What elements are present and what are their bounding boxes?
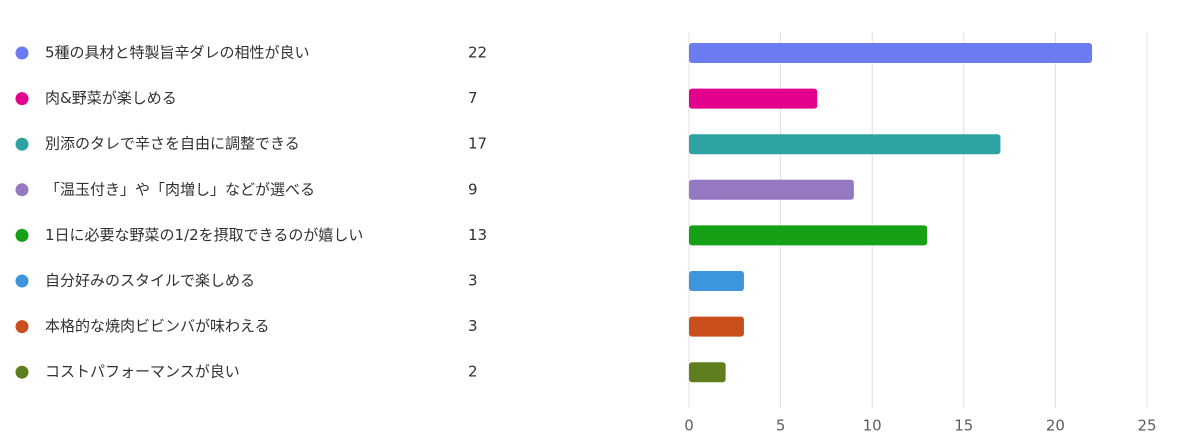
value-label: 3 <box>468 317 478 335</box>
legend-dot <box>15 365 29 379</box>
x-tick-label: 10 <box>863 417 882 435</box>
x-tick-label: 0 <box>684 417 694 435</box>
category-label: 5種の具材と特製旨辛ダレの相性が良い <box>45 44 310 62</box>
bar <box>689 88 818 109</box>
legend-dot <box>15 137 29 151</box>
category-label: 本格的な焼肉ビビンバが味わえる <box>45 317 270 335</box>
bar <box>689 316 744 337</box>
category-label: 肉&野菜が楽しめる <box>45 89 177 107</box>
category-label: 「温玉付き」や「肉増し」などが選べる <box>45 180 315 198</box>
legend-dot <box>15 320 29 334</box>
legend-dot <box>15 183 29 197</box>
value-label: 3 <box>468 272 478 290</box>
category-label: 自分好みのスタイルで楽しめる <box>45 272 255 290</box>
legend-dot <box>15 46 29 60</box>
x-tick-label: 20 <box>1046 417 1065 435</box>
bar <box>689 362 726 383</box>
bar <box>689 225 928 246</box>
legend-dot <box>15 92 29 106</box>
value-label: 7 <box>468 89 478 107</box>
legend-dot <box>15 274 29 288</box>
value-label: 2 <box>468 363 478 381</box>
value-label: 17 <box>468 135 487 153</box>
bar <box>689 43 1093 63</box>
value-label: 9 <box>468 180 478 198</box>
category-label: コストパフォーマンスが良い <box>45 363 240 381</box>
x-tick-label: 15 <box>954 417 973 435</box>
x-tick-label: 5 <box>776 417 786 435</box>
value-label: 13 <box>468 226 487 244</box>
bar <box>689 179 854 200</box>
category-label: 1日に必要な野菜の1/2を摂取できるのが嬉しい <box>45 226 363 244</box>
bar <box>689 271 744 291</box>
value-label: 22 <box>468 44 487 62</box>
bar <box>689 134 1001 155</box>
x-tick-label: 25 <box>1137 417 1156 435</box>
legend-dot <box>15 228 29 242</box>
category-label: 別添のタレで辛さを自由に調整できる <box>45 135 300 153</box>
